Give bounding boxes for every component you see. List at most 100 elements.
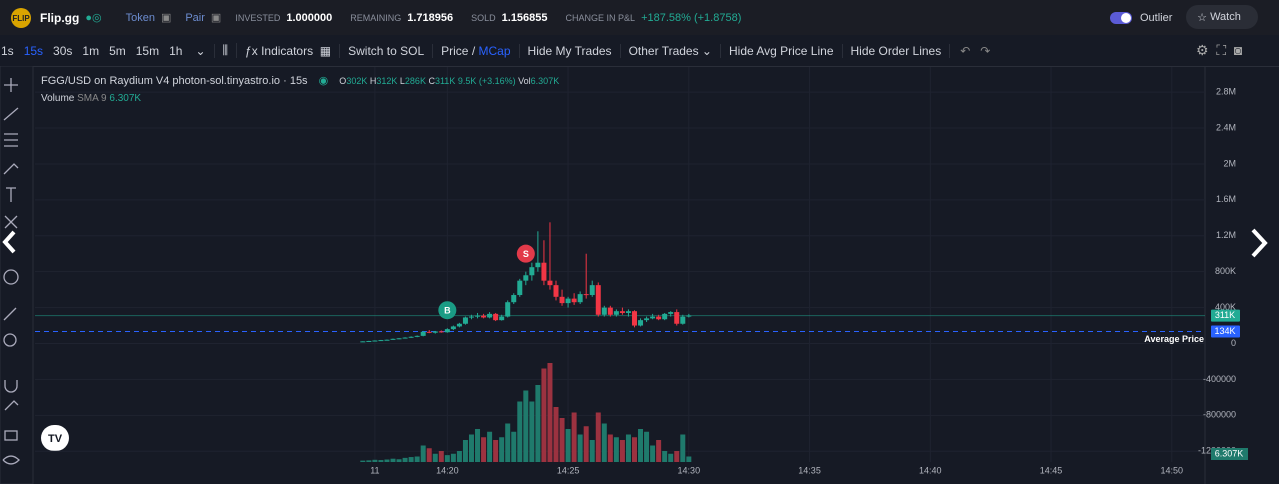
volume-bar xyxy=(644,431,650,462)
y-tick-label: 800K xyxy=(1215,266,1236,276)
svg-text:TV: TV xyxy=(48,433,63,445)
indicators[interactable]: ƒx Indicators ▦ xyxy=(237,43,341,58)
interval[interactable]: 5m xyxy=(109,43,126,58)
volume-bar xyxy=(450,453,456,462)
price-toggle[interactable]: Price / MCap xyxy=(433,43,520,58)
volume-bar xyxy=(607,434,613,462)
candle-body xyxy=(650,316,656,319)
volume-bar xyxy=(487,431,493,462)
c-label: C xyxy=(428,76,435,86)
volume-bar xyxy=(462,440,468,462)
candle-body xyxy=(402,337,408,339)
prev-arrow[interactable] xyxy=(2,230,16,254)
l-label: L xyxy=(399,76,405,86)
l: 286K xyxy=(404,76,426,86)
hide-orders[interactable]: Hide Order Lines xyxy=(843,43,951,58)
hide-my-trades[interactable]: Hide My Trades xyxy=(520,43,621,58)
change: 9.5K (+3.16%) xyxy=(457,76,516,86)
volume-bar xyxy=(559,418,565,462)
candle-body xyxy=(384,339,390,341)
volume-bar xyxy=(426,448,432,462)
volume-bar xyxy=(577,434,583,462)
x-tick-label: 14:50 xyxy=(1161,465,1184,475)
x-tick-label: 14:30 xyxy=(678,465,701,475)
candle-body xyxy=(571,298,577,303)
outlier-toggle[interactable]: Outlier xyxy=(1110,11,1178,24)
candle-body xyxy=(438,331,444,333)
pair-link[interactable]: Pair xyxy=(185,11,205,24)
switch-sol[interactable]: Switch to SOL xyxy=(340,43,434,58)
candle-body xyxy=(499,316,505,321)
candle-body xyxy=(468,316,474,318)
candle-body xyxy=(523,275,529,281)
volume-bar xyxy=(541,368,547,462)
h-label: H xyxy=(369,76,377,86)
candle-body xyxy=(505,302,511,317)
next-arrow[interactable] xyxy=(1251,228,1268,258)
x-tick-label: 11 xyxy=(370,465,379,475)
candle-body xyxy=(432,331,438,333)
volume-bar xyxy=(565,429,571,462)
other-trades[interactable]: Other Trades ⌄ xyxy=(621,43,721,58)
interval[interactable]: 1s xyxy=(1,43,14,58)
sold: 1.156855 xyxy=(501,11,548,24)
volume-bar xyxy=(583,426,589,462)
logo: FLIP xyxy=(11,7,31,28)
c: 311K xyxy=(434,76,456,86)
volume-bar xyxy=(378,460,384,462)
sma-value: 6.307K xyxy=(109,93,142,104)
candle-body xyxy=(577,294,583,303)
candle-body xyxy=(583,294,589,296)
interval[interactable]: 1h xyxy=(169,43,183,58)
candle-body xyxy=(565,298,571,304)
y-tick-label: 400K xyxy=(1215,302,1236,312)
volume-bar xyxy=(505,423,511,462)
interval[interactable]: 30s xyxy=(53,43,73,58)
candle-body xyxy=(559,296,565,304)
y-tick-label: 2.8M xyxy=(1216,87,1236,97)
interval[interactable]: 15m xyxy=(135,43,160,58)
vol-label: Vol xyxy=(518,76,531,86)
token-link[interactable]: Token xyxy=(125,11,155,24)
watch-button[interactable]: ☆ Watch xyxy=(1186,5,1258,29)
volume-bar xyxy=(444,455,450,462)
header: FLIP Flip.gg ●◎ Token ▣ Pair ▣ INVESTED 1.0… xyxy=(0,0,1279,35)
volume: Volume xyxy=(41,93,75,104)
candle-body xyxy=(426,331,432,333)
outlier: Outlier xyxy=(1140,11,1173,24)
volume-bar xyxy=(589,440,595,462)
candle-body xyxy=(456,323,462,327)
candle-body xyxy=(668,312,674,314)
slash: / xyxy=(471,43,476,58)
volume-bar xyxy=(360,460,366,462)
watch: Watch xyxy=(1210,11,1241,23)
volume-bar xyxy=(517,401,523,462)
candle-body xyxy=(481,315,487,318)
x-tick-label: 14:20 xyxy=(436,465,459,475)
svg-text:FLIP: FLIP xyxy=(12,14,30,23)
settings-icons[interactable]: ⚙ ⛶ ◙ xyxy=(1196,42,1243,58)
trade-label: B xyxy=(444,306,451,316)
volume-legend: Volume SMA 9 6.307K xyxy=(41,93,141,104)
hide-avg[interactable]: Hide Avg Price Line xyxy=(721,43,843,58)
candle-body xyxy=(493,313,499,321)
legend: FGG/USD on Raydium V4 photon-sol.tinyast… xyxy=(41,75,560,87)
price-tag xyxy=(1211,309,1240,322)
drawing-tools[interactable] xyxy=(2,78,20,465)
y-tick-label: -800000 xyxy=(1203,410,1236,420)
interval[interactable]: 1m xyxy=(82,43,100,58)
candle-body xyxy=(414,335,420,337)
symbol: FGG/USD on Raydium V4 photon-sol.tinyast… xyxy=(41,75,308,87)
volume-bar xyxy=(432,453,438,462)
interval[interactable]: 15s xyxy=(23,43,44,58)
avg-tag xyxy=(1211,325,1240,338)
candle-body xyxy=(607,307,613,315)
y-tick-label: 0 xyxy=(1231,338,1236,348)
volume-bar xyxy=(662,451,668,462)
h: 312K xyxy=(376,76,398,86)
candle-body xyxy=(553,285,559,297)
indicators-text: Indicators xyxy=(261,43,314,58)
toolbar: 1s 15s 30s 1m 5m 15m 1h ⌄ ⫼ ƒx Indicators ▦ Swi… xyxy=(0,35,1279,67)
candle-body xyxy=(686,315,692,317)
